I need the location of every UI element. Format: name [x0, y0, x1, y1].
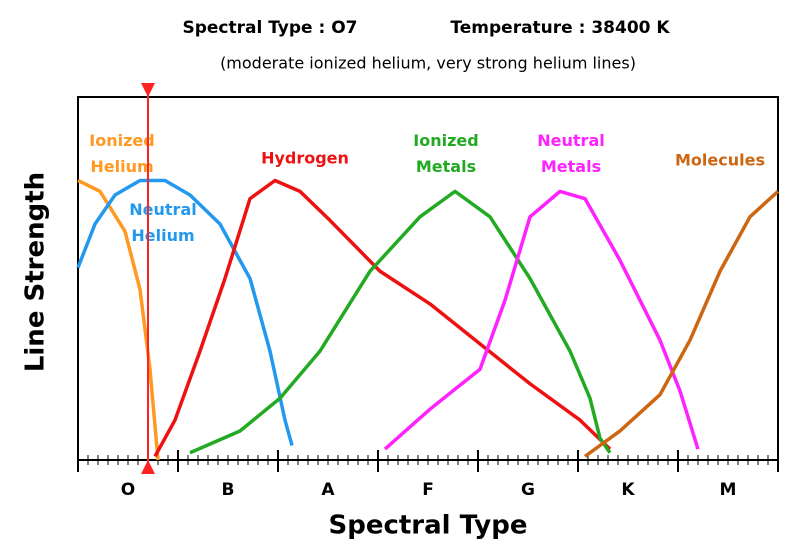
chart-title: Spectral Type : O7	[182, 18, 357, 38]
x-tick-label: M	[720, 480, 737, 500]
series-label: Neutral Metals	[537, 131, 604, 176]
line-series	[153, 178, 612, 458]
line-series	[383, 189, 700, 451]
y-axis-label: Line Strength	[21, 172, 51, 372]
x-tick-label: G	[521, 480, 535, 500]
x-tick-label: O	[121, 480, 135, 500]
series-label: Molecules	[675, 151, 765, 170]
marker-arrow-bottom	[141, 460, 155, 474]
series-label: Ionized Helium	[89, 131, 154, 176]
x-tick-label: A	[321, 480, 335, 500]
chart-title-2: Temperature : 38400 K	[450, 18, 670, 38]
chart-subtitle: (moderate ionized helium, very strong he…	[220, 54, 636, 73]
x-tick-label: F	[422, 480, 434, 500]
line-series	[583, 190, 780, 458]
marker-arrow-top	[141, 83, 155, 97]
line-series	[77, 178, 160, 461]
line-series	[76, 178, 294, 446]
series-label: Neutral Helium	[129, 200, 196, 245]
x-axis-label: Spectral Type	[329, 511, 528, 541]
series-label: Hydrogen	[261, 149, 349, 168]
x-tick-label: K	[621, 480, 635, 500]
series-label: Ionized Metals	[413, 131, 478, 176]
plot-frame	[77, 96, 779, 461]
line-series	[189, 189, 612, 455]
x-tick-label: B	[222, 480, 235, 500]
